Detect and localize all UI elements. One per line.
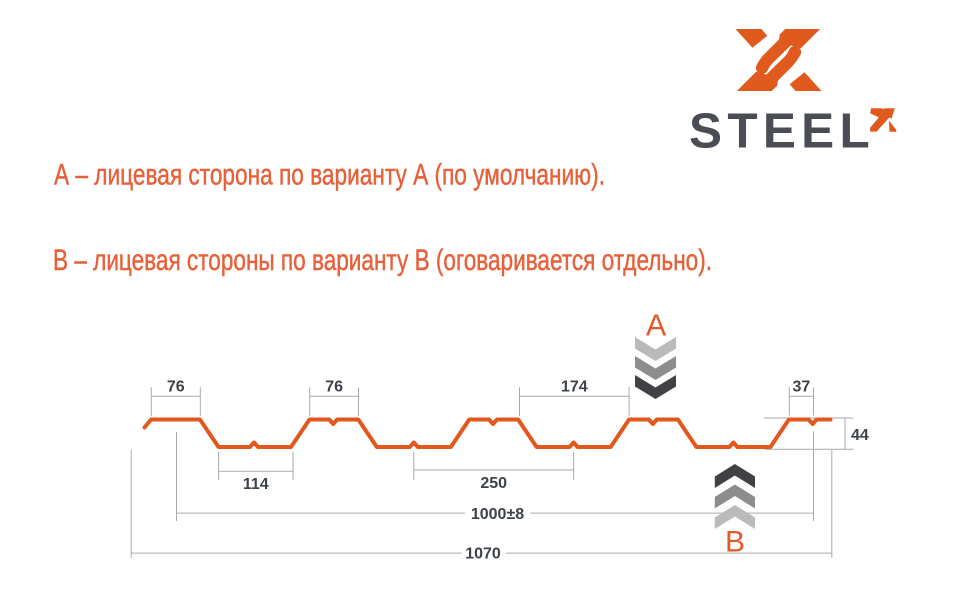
svg-text:76: 76 xyxy=(167,379,185,396)
svg-text:174: 174 xyxy=(561,379,588,396)
svg-text:1000±8: 1000±8 xyxy=(471,506,524,523)
svg-text:В: В xyxy=(725,526,745,559)
svg-text:А: А xyxy=(646,309,667,343)
svg-text:1070: 1070 xyxy=(465,546,501,563)
svg-text:76: 76 xyxy=(325,379,343,396)
svg-text:STEEL: STEEL xyxy=(689,104,875,159)
svg-text:44: 44 xyxy=(851,427,869,444)
svg-text:В – лицевая стороны по вариант: В – лицевая стороны по варианту В (огова… xyxy=(53,244,712,277)
svg-text:250: 250 xyxy=(480,475,507,492)
svg-text:37: 37 xyxy=(793,379,811,396)
svg-text:А – лицевая сторона по вариант: А – лицевая сторона по варианту А (по ум… xyxy=(54,159,605,192)
svg-text:114: 114 xyxy=(243,476,269,493)
